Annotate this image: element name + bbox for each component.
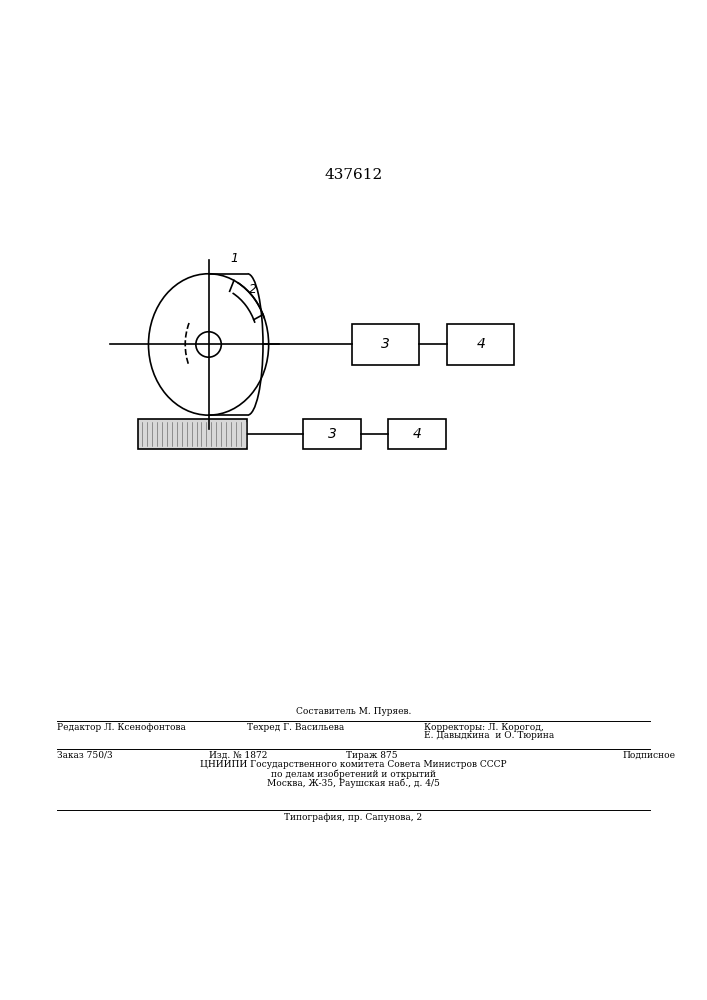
Text: Тираж 875: Тираж 875 bbox=[346, 751, 398, 760]
Text: Изд. № 1872: Изд. № 1872 bbox=[209, 751, 267, 760]
Text: 3: 3 bbox=[381, 337, 390, 351]
Bar bbox=[388, 419, 446, 449]
Text: Москва, Ж-35, Раушская наб., д. 4/5: Москва, Ж-35, Раушская наб., д. 4/5 bbox=[267, 779, 440, 788]
Text: Подписное: Подписное bbox=[622, 751, 675, 760]
Bar bbox=[138, 419, 247, 449]
Text: Заказ 750/3: Заказ 750/3 bbox=[57, 751, 112, 760]
Text: 3: 3 bbox=[328, 427, 337, 441]
Text: ЦНИИПИ Государственного комитета Совета Министров СССР: ЦНИИПИ Государственного комитета Совета … bbox=[200, 760, 507, 769]
Text: 2: 2 bbox=[250, 283, 257, 296]
Text: Типография, пр. Сапунова, 2: Типография, пр. Сапунова, 2 bbox=[284, 813, 423, 822]
Text: Техред Г. Васильева: Техред Г. Васильева bbox=[247, 723, 345, 732]
Bar bbox=[303, 419, 361, 449]
Text: Корректоры: Л. Корогод,: Корректоры: Л. Корогод, bbox=[424, 723, 544, 732]
Text: Составитель М. Пуряев.: Составитель М. Пуряев. bbox=[296, 707, 411, 716]
Text: Е. Давыдкина  и О. Тюрина: Е. Давыдкина и О. Тюрина bbox=[424, 731, 554, 740]
Text: по делам изобретений и открытий: по делам изобретений и открытий bbox=[271, 769, 436, 779]
Bar bbox=[351, 324, 419, 365]
Text: 4: 4 bbox=[477, 337, 485, 351]
Bar bbox=[447, 324, 515, 365]
Text: 1: 1 bbox=[230, 252, 238, 265]
Text: 4: 4 bbox=[413, 427, 421, 441]
Text: 437612: 437612 bbox=[325, 168, 382, 182]
Text: Редактор Л. Ксенофонтова: Редактор Л. Ксенофонтова bbox=[57, 723, 185, 732]
